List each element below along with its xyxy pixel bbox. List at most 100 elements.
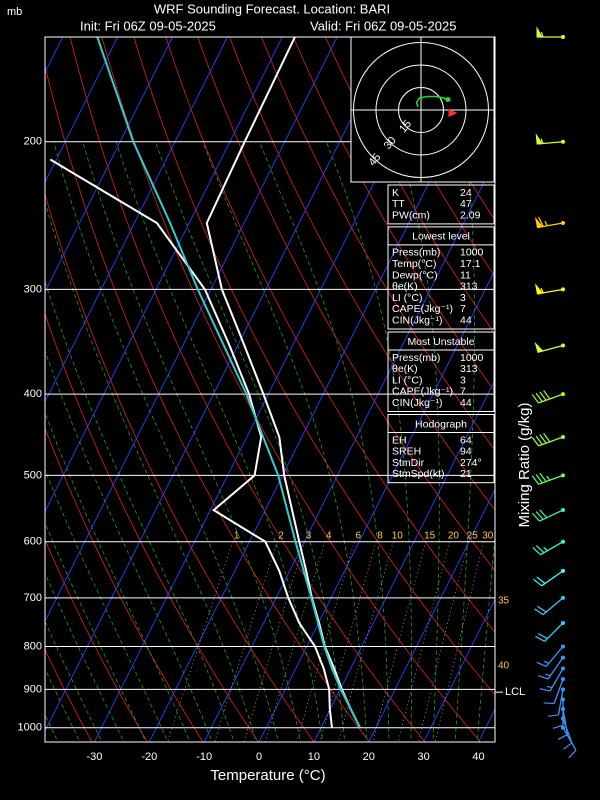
wind-barb <box>535 620 565 642</box>
table-label: TT <box>392 198 405 210</box>
plot-frame <box>44 36 496 743</box>
isotherm <box>203 159 495 742</box>
table-label: CAPE(Jkg⁻¹) <box>392 386 453 398</box>
barb-shaft <box>538 436 564 447</box>
hodograph-ring <box>375 64 467 156</box>
mixing-ratio-label: 1 <box>234 530 240 541</box>
table-value: 64 <box>460 434 472 446</box>
wind-barb <box>535 133 565 145</box>
barb-feather <box>531 394 540 404</box>
valid-time: Valid: Fri 06Z 09-05-2025 <box>310 18 456 33</box>
profile-line <box>205 37 361 729</box>
barb-feather <box>548 714 559 717</box>
barb-feather <box>544 220 548 227</box>
isotherm <box>45 37 338 623</box>
barb-feather <box>543 390 551 400</box>
barb-feather <box>532 512 540 522</box>
table-label: K <box>392 187 399 199</box>
y-tick-label: 400 <box>24 388 42 400</box>
isotherm <box>313 378 495 742</box>
wind-barb <box>531 433 565 447</box>
moist-adiabat <box>476 530 495 742</box>
isotherm <box>0 37 8 742</box>
dry-adiabat <box>45 538 148 742</box>
table-header: Most Unstable <box>407 336 474 348</box>
table-value: 2.09 <box>460 209 481 221</box>
barb-shaft <box>545 646 564 667</box>
dry-adiabat <box>69 37 426 742</box>
barb-feather <box>563 742 573 750</box>
y-tick-label: 1000 <box>18 722 42 734</box>
x-tick-label: 40 <box>472 751 484 763</box>
wind-barb <box>532 539 565 556</box>
storm-motion <box>448 109 458 117</box>
table-box <box>387 226 495 330</box>
y-tick-label: 800 <box>24 640 42 652</box>
table-label: CAPE(Jkg⁻¹) <box>392 303 453 315</box>
mixing-ratio-label: 8 <box>377 530 383 541</box>
barb-feather <box>540 31 544 38</box>
table-value: 313 <box>460 363 478 375</box>
wind-barb <box>535 283 565 295</box>
x-tick-label: -10 <box>196 751 212 763</box>
table-value: 1000 <box>460 352 484 364</box>
hodograph-line <box>415 95 449 108</box>
moist-adiabat <box>398 141 440 742</box>
mixing-ratio-line <box>243 541 305 742</box>
moist-adiabat <box>45 521 147 742</box>
x-tick-label: 30 <box>418 751 430 763</box>
moist-adiabat <box>45 620 103 742</box>
dry-adiabat <box>45 64 370 742</box>
y-tick-label: 900 <box>24 683 42 695</box>
dry-adiabat <box>0 12 38 746</box>
mixing-ratio-label: 30 <box>482 530 494 541</box>
barb-feather <box>535 392 543 402</box>
barb-shaft <box>562 718 573 744</box>
barb-feather <box>537 633 548 640</box>
table-label: θe(K) <box>392 281 418 293</box>
isotherm <box>45 37 228 403</box>
mixing-ratio-line <box>319 541 377 742</box>
wind-barb <box>543 677 565 705</box>
table-value: 17.1 <box>460 258 481 270</box>
barb-feather <box>539 472 547 482</box>
mixing-ratio-label: 25 <box>467 530 479 541</box>
wind-barb <box>561 716 573 750</box>
table-label: CIN(Jkg⁻¹) <box>392 314 442 326</box>
barb-flag <box>535 133 543 145</box>
table-box <box>387 331 495 412</box>
wind-barb <box>536 26 565 39</box>
barb-feather <box>534 608 544 616</box>
mixing-ratio-label: 4 <box>326 530 332 541</box>
table-label: EH <box>392 434 407 446</box>
profiles <box>49 37 361 729</box>
barb-feather <box>536 576 546 584</box>
barb-feather <box>543 660 550 664</box>
barb-shaft <box>538 393 564 404</box>
side-label: 40 <box>498 661 510 672</box>
profile-line <box>49 158 333 728</box>
barb-shaft <box>539 509 564 522</box>
chart-title: WRF Sounding Forecast. Location: BARI <box>154 1 390 16</box>
dry-adiabat <box>596 12 600 746</box>
wind-barb <box>534 341 565 353</box>
dry-adiabat <box>45 648 93 742</box>
mixing-ratio-label: 20 <box>448 530 460 541</box>
mixing-ratio-line <box>338 541 394 742</box>
barb-shaft <box>544 622 564 642</box>
dry-adiabat <box>565 12 600 746</box>
table-label: CIN(Jkg⁻¹) <box>392 397 442 409</box>
barb-shaft <box>540 541 564 556</box>
wind-barb <box>537 655 565 680</box>
barb-feather <box>535 635 545 642</box>
moist-adiabat <box>0 142 38 746</box>
barb-shaft <box>562 727 577 751</box>
barb-feather <box>531 475 540 485</box>
table-value: 11 <box>460 269 471 281</box>
isotherm <box>45 37 119 184</box>
y2-axis-title: Mixing Ratio (g/kg) <box>516 402 533 527</box>
barb-feather <box>539 434 547 444</box>
isotherm <box>45 37 393 733</box>
barb-shaft <box>538 474 564 485</box>
